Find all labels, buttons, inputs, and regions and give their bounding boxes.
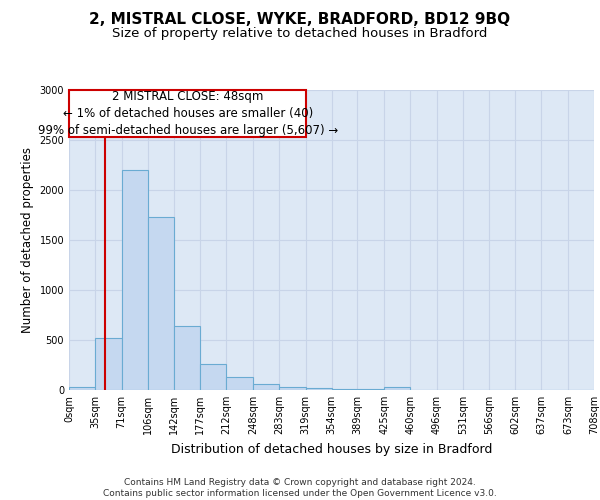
Bar <box>69 386 95 390</box>
Bar <box>122 170 148 390</box>
Bar <box>331 389 358 390</box>
Bar <box>226 377 253 390</box>
Text: 2, MISTRAL CLOSE, WYKE, BRADFORD, BD12 9BQ: 2, MISTRAL CLOSE, WYKE, BRADFORD, BD12 9… <box>89 12 511 28</box>
Bar <box>253 384 279 390</box>
Y-axis label: Number of detached properties: Number of detached properties <box>21 147 34 333</box>
X-axis label: Distribution of detached houses by size in Bradford: Distribution of detached houses by size … <box>171 442 492 456</box>
FancyBboxPatch shape <box>69 90 306 137</box>
Bar <box>200 364 226 390</box>
Text: Contains HM Land Registry data © Crown copyright and database right 2024.
Contai: Contains HM Land Registry data © Crown c… <box>103 478 497 498</box>
Bar <box>305 388 331 390</box>
Text: 2 MISTRAL CLOSE: 48sqm
← 1% of detached houses are smaller (40)
99% of semi-deta: 2 MISTRAL CLOSE: 48sqm ← 1% of detached … <box>38 90 338 137</box>
Bar <box>174 326 200 390</box>
Bar <box>279 386 305 390</box>
Bar <box>95 338 122 390</box>
Bar <box>148 217 174 390</box>
Text: Size of property relative to detached houses in Bradford: Size of property relative to detached ho… <box>112 28 488 40</box>
Bar <box>384 387 410 390</box>
